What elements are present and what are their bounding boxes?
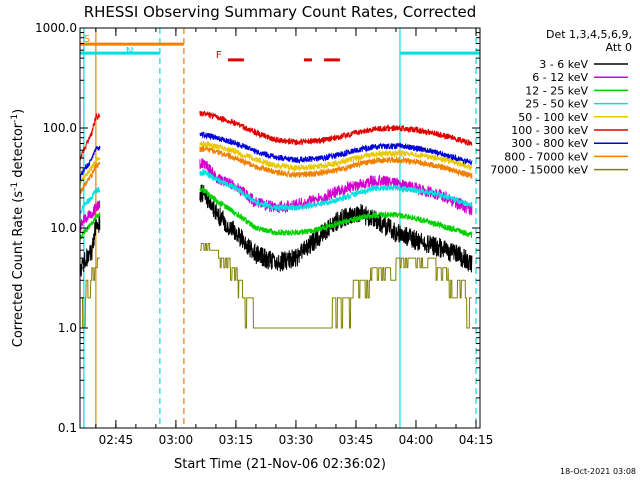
axes: 0.1 1.0 10.0 100.0 1000.0 02:45 03:00 03:15 03:3…	[35, 21, 493, 447]
legend-header-detectors: Det 1,3,4,5,6,9,	[546, 28, 632, 41]
y-tick-label-0: 0.1	[58, 421, 77, 435]
series-line-2	[79, 187, 473, 242]
y-tick-label-4: 1000.0	[35, 21, 77, 35]
legend-label-1: 6 - 12 keV	[532, 71, 588, 84]
plot-background	[80, 28, 480, 428]
plot-area	[80, 28, 480, 428]
x-tick-label-2: 03:15	[219, 433, 254, 447]
y-tick-label-2: 10.0	[50, 221, 77, 235]
legend-header-attenuator: Att 0	[606, 41, 632, 54]
y-axis-label: Corrected Count Rate (s-1 detector-1)	[10, 109, 26, 347]
y-axis-label-main: Corrected Count Rate (s	[11, 191, 26, 348]
series-line-0	[79, 184, 473, 277]
series-layer	[79, 110, 473, 329]
flag-label-S: S	[84, 34, 90, 45]
flag-bars: S N F	[79, 34, 480, 62]
flag-label-F: F	[216, 50, 222, 61]
y-tick-label-1: 1.0	[58, 321, 77, 335]
x-tick-label-5: 04:00	[399, 433, 434, 447]
y-tick-label-3: 100.0	[43, 121, 77, 135]
series-line-6	[79, 131, 473, 181]
date-stamp: 18-Oct-2021 03:08	[560, 467, 636, 476]
chart-title: RHESSI Observing Summary Count Rates, Co…	[84, 3, 477, 21]
flag-label-N: N	[126, 46, 133, 57]
legend-label-8: 7000 - 15000 keV	[490, 164, 588, 177]
series-line-7	[79, 145, 473, 195]
series-line-3	[79, 168, 473, 217]
y-axis-label-mid: detector	[11, 122, 26, 182]
x-tick-label-4: 03:45	[339, 433, 374, 447]
legend-label-7: 800 - 7000 keV	[504, 150, 588, 163]
legend-label-6: 300 - 800 keV	[511, 137, 588, 150]
legend-label-5: 100 - 300 keV	[511, 124, 588, 137]
legend-label-4: 50 - 100 keV	[518, 111, 588, 124]
x-tick-label-3: 03:30	[279, 433, 314, 447]
legend-label-2: 12 - 25 keV	[525, 84, 588, 97]
legend-label-3: 25 - 50 keV	[525, 98, 588, 111]
y-axis-label-end: )	[11, 109, 26, 114]
x-tick-label-6: 04:15	[459, 433, 494, 447]
y-axis-label-sup2: -1	[10, 114, 20, 123]
x-tick-label-0: 02:45	[99, 433, 134, 447]
x-axis-label: Start Time (21-Nov-06 02:36:02)	[174, 457, 386, 472]
x-tick-label-1: 03:00	[159, 433, 194, 447]
y-axis-label-sup: -1	[10, 182, 20, 191]
series-line-4	[79, 140, 473, 186]
legend-label-0: 3 - 6 keV	[539, 58, 588, 71]
